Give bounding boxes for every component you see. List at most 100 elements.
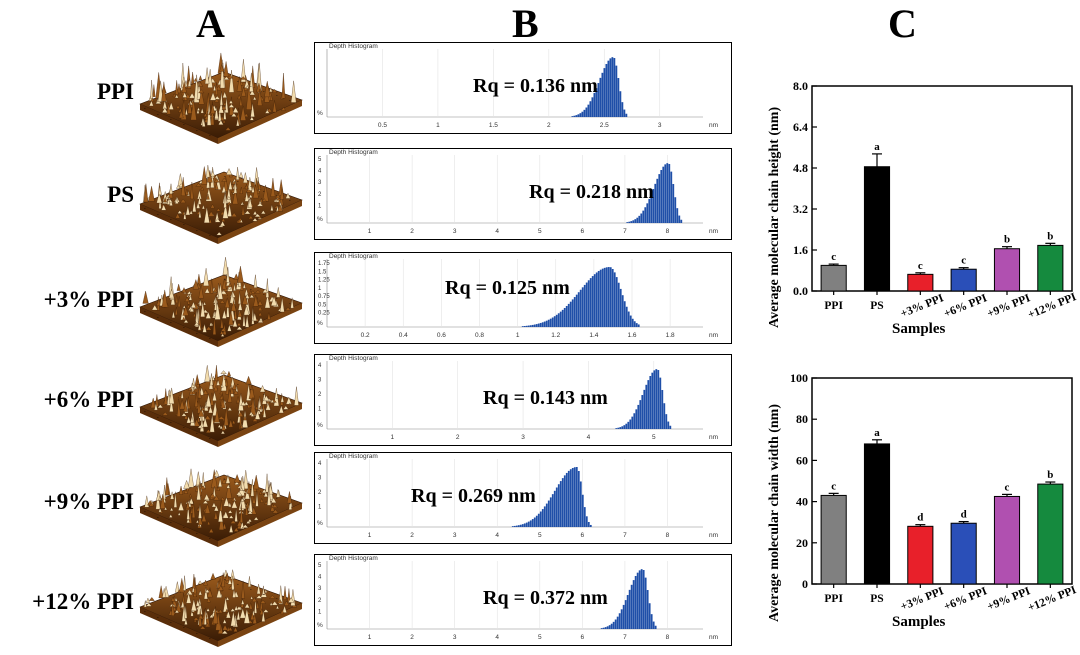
- afm-peak: [181, 287, 187, 293]
- histogram-bar: [539, 322, 542, 327]
- afm-peak: [237, 94, 242, 99]
- afm-peak: [214, 295, 218, 311]
- afm-peak: [198, 503, 202, 519]
- afm-peak: [175, 213, 181, 219]
- afm-peak: [221, 177, 228, 182]
- afm-peak: [197, 384, 202, 399]
- afm-peak: [198, 590, 203, 596]
- afm-peak: [197, 408, 205, 417]
- afm-peak: [236, 610, 241, 620]
- afm-peak: [194, 392, 198, 407]
- afm-peak: [239, 504, 243, 523]
- histogram-bar: [591, 97, 594, 117]
- histogram-bar: [609, 267, 612, 327]
- afm-peak: [205, 393, 212, 407]
- histogram-svg: 0.2 0.4 0.6 0.8 1 1.2 1.4 1.6 1.8 nm% 1.75 1.5 1.25 1…: [317, 259, 718, 339]
- histogram-x-tick: 5: [538, 634, 542, 641]
- y-tick-label: 100: [790, 371, 808, 385]
- histogram-bar: [587, 280, 590, 327]
- afm-peak: [197, 196, 202, 205]
- afm-peak: [264, 588, 268, 593]
- afm-peak: [220, 430, 226, 434]
- histogram-bar: [557, 313, 560, 327]
- histogram-bar: [637, 324, 640, 327]
- afm-peak: [239, 97, 243, 106]
- histogram-x-tick: 2.5: [600, 122, 609, 129]
- afm-peak: [152, 84, 156, 97]
- afm-tick: -: [224, 277, 226, 283]
- histogram-bar: [634, 219, 637, 223]
- afm-peak: [189, 415, 194, 423]
- afm-peak: [204, 503, 211, 514]
- histogram-bar: [571, 467, 574, 527]
- afm-peak: [178, 110, 184, 119]
- histogram-bar: [615, 277, 618, 327]
- afm-peak: [258, 317, 263, 322]
- afm-peak: [271, 504, 278, 508]
- histogram-y-tick: 5: [318, 157, 322, 163]
- category-label: +12% PPI: [1026, 291, 1078, 321]
- afm-peak: [220, 327, 227, 332]
- histogram-x-tick: 7: [623, 634, 627, 641]
- histogram-x-tick: 7: [623, 228, 627, 235]
- histogram-y-tick: 1.5: [318, 269, 327, 275]
- histogram-x-tick: 8: [666, 634, 670, 641]
- histogram-x-tick: 2: [410, 228, 414, 235]
- afm-peak: [225, 168, 233, 175]
- histogram-bar: [652, 621, 655, 629]
- afm-peak: [225, 572, 230, 581]
- afm-peak: [195, 484, 199, 492]
- afm-peak: [261, 488, 267, 493]
- afm-peak: [258, 311, 263, 316]
- afm-peak: [264, 81, 271, 97]
- bar: [863, 166, 891, 292]
- afm-peak: [221, 572, 226, 587]
- afm-peak: [201, 513, 207, 522]
- afm-tick: -: [250, 84, 252, 90]
- afm-tick: -: [276, 396, 278, 402]
- chain-width-ylabel: Average molecular chain width (nm): [767, 403, 782, 622]
- afm-peak: [176, 398, 181, 417]
- afm-peak: [178, 394, 182, 398]
- afm-peak: [256, 583, 261, 595]
- afm-tick: -: [170, 520, 172, 526]
- histogram-bar: [615, 65, 618, 117]
- afm-peak: [281, 107, 286, 111]
- afm-tick: -: [157, 111, 159, 117]
- histogram-bar: [565, 472, 568, 527]
- afm-peak: [290, 80, 297, 103]
- histogram-bar: [625, 423, 628, 429]
- afm-peak: [273, 198, 277, 203]
- afm-peak: [182, 97, 186, 115]
- afm-peak: [242, 282, 246, 289]
- afm-peak: [225, 481, 232, 499]
- afm-peak: [278, 405, 284, 414]
- afm-peak: [280, 187, 284, 200]
- histogram-y-tick: 3: [318, 180, 322, 186]
- histogram-bar: [655, 369, 658, 429]
- histogram-bar: [639, 400, 642, 429]
- afm-peak: [142, 291, 149, 304]
- histogram-y-tick: 1: [318, 286, 322, 292]
- afm-surface-image: - - - - - - - - - - - -: [139, 468, 303, 547]
- histogram-bar: [521, 326, 524, 327]
- afm-peak: [230, 611, 237, 627]
- afm-peak: [261, 198, 267, 202]
- afm-peak: [183, 210, 187, 220]
- afm-peak: [157, 80, 164, 102]
- afm-peak: [209, 492, 216, 499]
- rq-value: Rq = 0.136 nm: [473, 75, 598, 97]
- afm-peak: [245, 183, 248, 190]
- histogram-bar: [581, 111, 584, 117]
- afm-peak: [232, 588, 236, 598]
- histogram-bar: [567, 470, 570, 527]
- afm-peak: [221, 630, 229, 634]
- histogram-bar: [607, 60, 610, 117]
- afm-peak: [212, 288, 218, 293]
- afm-peak: [231, 419, 236, 424]
- afm-peak: [231, 497, 235, 502]
- histogram-bar: [525, 325, 528, 327]
- afm-peak: [158, 507, 162, 513]
- afm-peak: [203, 206, 210, 223]
- afm-peak: [229, 520, 237, 524]
